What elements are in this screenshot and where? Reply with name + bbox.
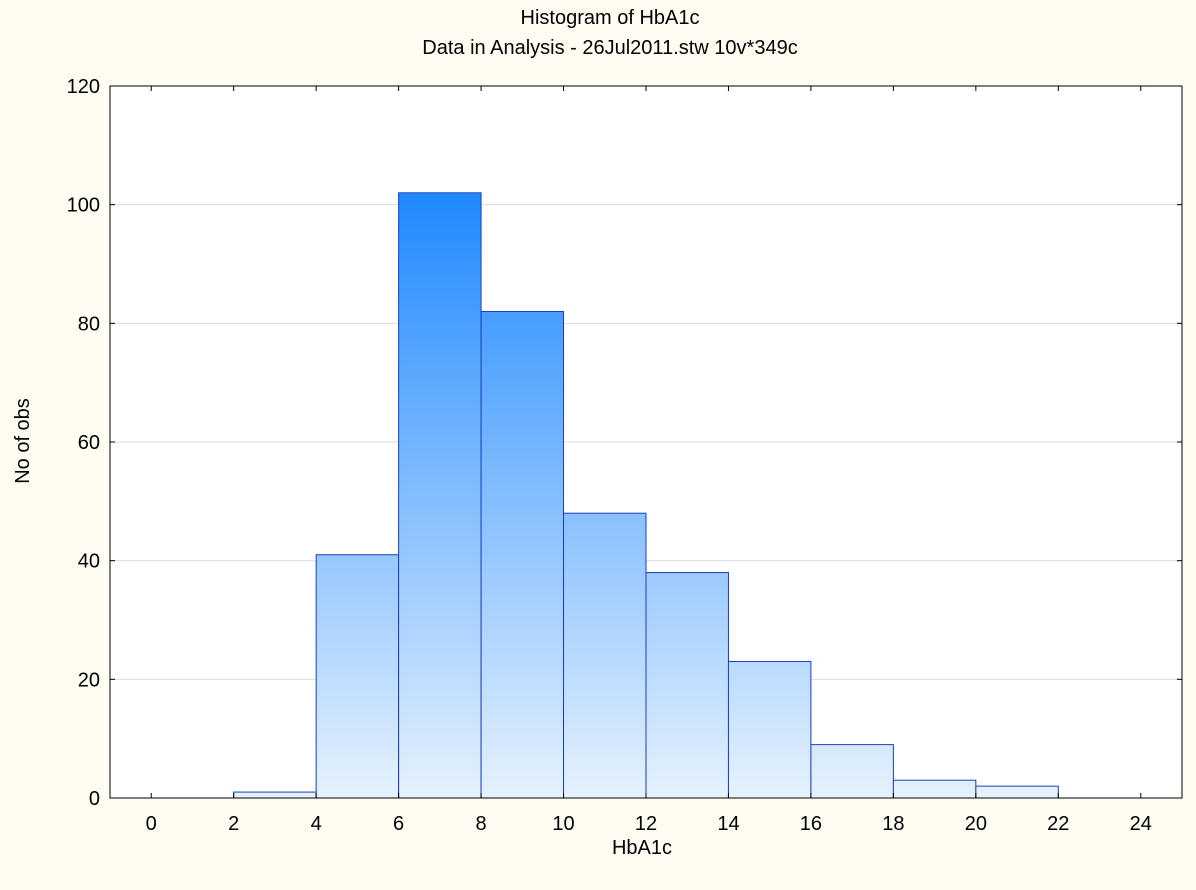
y-tick-label: 0: [89, 788, 100, 810]
x-tick-labels: 0 2 4 6 8 10 12 14 16 18 20 22 24: [146, 813, 1152, 835]
histogram-bar: [398, 192, 482, 799]
x-tick-label: 20: [965, 813, 987, 835]
x-tick-label: 2: [228, 813, 239, 835]
x-axis-label: HbA1c: [612, 837, 672, 859]
y-tick-label: 120: [67, 76, 100, 98]
y-tick-label: 40: [78, 551, 100, 573]
histogram-bar: [727, 661, 812, 799]
y-tick-label: 20: [78, 669, 100, 691]
histogram-bar: [810, 744, 894, 799]
x-tick-label: 22: [1047, 813, 1069, 835]
x-tick-label: 10: [552, 813, 574, 835]
x-tick-label: 6: [393, 813, 404, 835]
x-tick-label: 12: [635, 813, 657, 835]
bars: [233, 192, 1059, 799]
y-axis-label: No of obs: [12, 398, 34, 484]
histogram-bar: [233, 791, 317, 799]
histogram-bar: [315, 554, 400, 799]
histogram-bar: [563, 512, 647, 799]
ticks: [110, 85, 1182, 799]
x-tick-label: 4: [311, 813, 322, 835]
histogram-bar: [645, 572, 729, 799]
x-tick-label: 24: [1130, 813, 1152, 835]
x-tick-label: 18: [882, 813, 904, 835]
x-tick-label: 16: [800, 813, 822, 835]
y-tick-label: 60: [78, 432, 100, 454]
chart-subtitle: Data in Analysis - 26Jul2011.stw 10v*349…: [422, 37, 797, 59]
y-tick-label: 100: [67, 195, 100, 217]
x-tick-label: 8: [476, 813, 487, 835]
x-tick-label: 0: [146, 813, 157, 835]
histogram-bar: [975, 785, 1059, 799]
y-tick-labels: 0 20 40 60 80 100 120: [67, 76, 100, 810]
chart-title: Histogram of HbA1c: [521, 7, 700, 29]
x-tick-label: 14: [717, 813, 739, 835]
histogram-bar: [892, 779, 977, 799]
histogram-bar: [480, 310, 565, 799]
y-tick-label: 80: [78, 313, 100, 335]
